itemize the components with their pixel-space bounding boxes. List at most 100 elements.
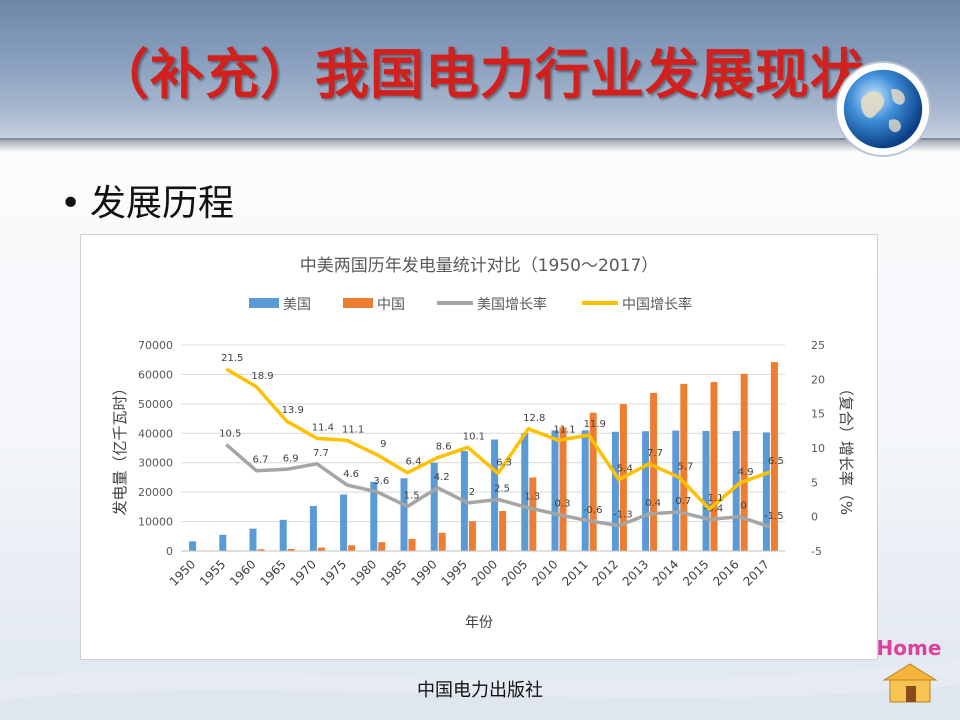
x-tick-label: 2005 [499, 557, 530, 588]
y2-tick-label: 5 [811, 476, 818, 489]
data-label: 0.7 [675, 496, 691, 507]
chart-title: 中美两国历年发电量统计对比（1950～2017） [300, 256, 659, 276]
y-tick-label: 70000 [138, 339, 173, 352]
bar-cn [378, 542, 386, 551]
data-label: 1.1 [708, 493, 724, 504]
x-tick-label: 2011 [559, 557, 590, 588]
data-label: 4.9 [738, 467, 754, 478]
data-label: -0.4 [704, 503, 724, 514]
slide-title: （补充）我国电力行业发展现状 [95, 43, 865, 106]
data-label: 7.7 [647, 448, 663, 459]
bar-cn [438, 532, 446, 551]
bar-us [370, 481, 378, 551]
bar-cn [559, 427, 567, 551]
data-label: 1.5 [404, 490, 420, 501]
bar-cn [710, 382, 718, 551]
header-band [0, 0, 960, 140]
bottom-decoration [0, 660, 960, 720]
bar-us [672, 430, 680, 551]
bar-us [581, 430, 589, 551]
bar-us [309, 505, 317, 551]
legend-label: 美国增长率 [477, 296, 547, 313]
data-label: 10.1 [463, 431, 485, 442]
data-label: 4.2 [434, 472, 450, 483]
data-label: 9 [380, 439, 386, 450]
bullet-item: • 发展历程 [60, 174, 234, 226]
publisher-name: 中国电力出版社 [417, 680, 543, 701]
bar-us [279, 519, 287, 551]
data-label: 13.9 [282, 405, 304, 416]
bar-us [430, 462, 438, 551]
bar-cn [287, 548, 295, 551]
legend-swatch [249, 298, 279, 308]
bar-cn [740, 373, 748, 551]
bar-us [219, 534, 227, 551]
bar-us [551, 430, 559, 551]
data-label: 5.4 [617, 464, 633, 475]
x-tick-label: 2014 [650, 557, 681, 588]
legend-label: 中国增长率 [622, 296, 692, 313]
x-tick-label: 2010 [529, 557, 560, 588]
y2-tick-label: -5 [811, 545, 822, 558]
bar-us [642, 431, 650, 551]
data-label: 6.7 [253, 455, 269, 466]
data-label: 2.5 [494, 484, 510, 495]
data-label: 4.6 [343, 469, 359, 480]
bar-us [611, 431, 619, 551]
x-axis-title: 年份 [465, 615, 493, 631]
bar-cn [348, 545, 356, 551]
bar-cn [468, 521, 476, 551]
x-tick-label: 1950 [167, 557, 198, 588]
legend-label: 中国 [377, 297, 405, 313]
y2-tick-label: 10 [811, 442, 825, 455]
cn-growth-line [225, 367, 771, 511]
data-label: 6.4 [406, 457, 422, 468]
home-label: Home [876, 636, 942, 660]
y2-axis-title: （复合）增长率（% [837, 381, 855, 515]
bar-cn [408, 538, 416, 551]
chart-frame: 中美两国历年发电量统计对比（1950～2017） 美国 中国 美国增长率 中国增长率 0 1… [80, 234, 878, 660]
data-label: 2 [469, 487, 475, 498]
bar-cn [257, 549, 265, 551]
home-icon [882, 663, 938, 703]
home-button[interactable]: Home [876, 636, 946, 706]
bullet-dot: • [60, 183, 82, 224]
data-label: 3.6 [373, 476, 389, 487]
x-tick-label: 1960 [227, 557, 258, 588]
x-tick-label: 1990 [408, 557, 439, 588]
x-tick-label: 1995 [439, 557, 470, 588]
data-label: 18.9 [251, 371, 273, 382]
data-label: 8.6 [436, 442, 452, 453]
legend-label: 美国 [283, 297, 311, 313]
x-tick-label: 1955 [197, 557, 228, 588]
data-label: 11.1 [553, 424, 575, 435]
bar-us [340, 494, 348, 551]
x-tick-label: 1970 [288, 557, 319, 588]
bar-cn [589, 412, 597, 551]
x-tick-label: 1975 [318, 557, 349, 588]
data-label: 0.4 [645, 498, 661, 509]
data-label: 10.5 [219, 429, 241, 440]
data-label: 6.9 [283, 453, 299, 464]
y-tick-label: 40000 [138, 427, 173, 440]
y-tick-label: 0 [166, 545, 173, 558]
y2-tick-label: 20 [811, 373, 825, 386]
data-label: -0.6 [583, 505, 603, 516]
y-tick-label: 10000 [138, 516, 173, 529]
bar-us [521, 433, 529, 551]
bar-us [189, 541, 197, 551]
x-tick-label: 2013 [620, 557, 651, 588]
bar-us [732, 430, 740, 551]
bar-cn [499, 510, 507, 551]
data-label: -1.3 [613, 510, 633, 521]
data-label: 6.5 [768, 456, 784, 467]
x-tick-label: 2016 [710, 557, 741, 588]
data-label: 11.9 [584, 419, 606, 430]
y-tick-label: 20000 [138, 486, 173, 499]
data-label: 7.7 [313, 448, 329, 459]
data-label: 1.3 [524, 492, 540, 503]
data-label: -1.5 [764, 511, 784, 522]
data-label: 0 [741, 501, 747, 512]
bullet-text: 发展历程 [90, 183, 235, 224]
bar-cn [529, 477, 537, 551]
